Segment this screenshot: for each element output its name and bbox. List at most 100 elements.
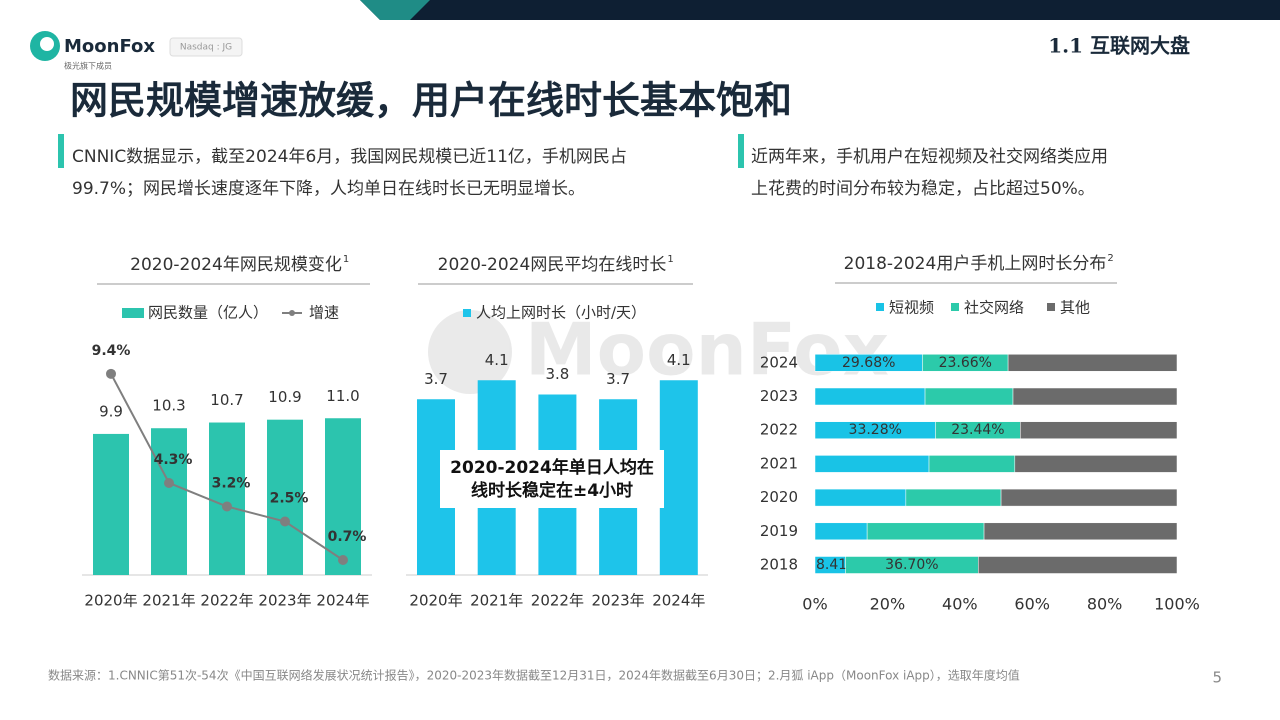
bar-segment bbox=[866, 522, 985, 541]
footer-source: 数据来源：1.CNNIC第51次-54次《中国互联网络发展状况统计报告》，202… bbox=[48, 668, 1020, 683]
segment-label: 29.68% bbox=[842, 355, 895, 371]
bullet-bar bbox=[738, 134, 744, 168]
y-tick-label: 2022 bbox=[760, 421, 798, 439]
legend-label: 网民数量（亿人） bbox=[148, 304, 268, 322]
bar-segment bbox=[905, 488, 1002, 507]
bar-segment bbox=[1012, 387, 1178, 406]
growth-label: 4.3% bbox=[154, 452, 193, 468]
bar-segment bbox=[814, 387, 926, 406]
bar-segment bbox=[928, 455, 1016, 473]
x-tick-label: 2024年 bbox=[652, 592, 705, 610]
logo-text: MoonFox bbox=[64, 36, 155, 57]
bar-segment bbox=[1000, 488, 1178, 507]
page-number: 5 bbox=[1212, 669, 1222, 687]
x-tick-label: 2021年 bbox=[470, 592, 523, 610]
bar bbox=[659, 380, 698, 575]
legend-swatch bbox=[951, 303, 959, 311]
bar-segment bbox=[1007, 354, 1178, 372]
segment-label: 36.70% bbox=[885, 557, 938, 573]
bullet-line: 近两年来，手机用户在短视频及社交网络类应用 bbox=[751, 147, 1108, 167]
legend-label: 社交网络 bbox=[964, 299, 1024, 317]
growth-point bbox=[222, 501, 232, 512]
x-tick-label: 2022年 bbox=[200, 592, 253, 610]
bar-segment bbox=[1014, 455, 1178, 473]
x-tick-label: 2023年 bbox=[592, 592, 645, 610]
x-tick-label: 2024年 bbox=[316, 592, 369, 610]
x-tick-label: 2023年 bbox=[258, 592, 311, 610]
legend-label: 人均上网时长（小时/天） bbox=[476, 304, 646, 322]
x-tick-label: 0% bbox=[802, 595, 827, 614]
growth-point bbox=[280, 516, 290, 527]
bar-label: 10.3 bbox=[152, 397, 185, 415]
chart-title-note: 1 bbox=[667, 254, 673, 265]
y-tick-label: 2024 bbox=[760, 353, 798, 371]
bullet-bar bbox=[58, 134, 64, 168]
bar-segment bbox=[814, 488, 907, 507]
bullet-line: 上花费的时间分布较为稳定，占比超过50%。 bbox=[751, 179, 1095, 199]
chart-title-note: 2 bbox=[1107, 253, 1113, 264]
growth-label: 9.4% bbox=[92, 343, 131, 359]
bar-label: 3.7 bbox=[606, 370, 630, 388]
top-band-accent bbox=[360, 0, 430, 20]
bar-label: 10.7 bbox=[210, 391, 243, 409]
bar-segment bbox=[814, 522, 868, 541]
growth-point bbox=[338, 555, 348, 566]
legend-label: 增速 bbox=[309, 304, 339, 322]
legend-label: 短视频 bbox=[889, 299, 934, 317]
watermark: MoonFox bbox=[525, 308, 889, 392]
bullet-line: 99.7%；网民增长速度逐年下降，人均单日在线时长已无明显增长。 bbox=[72, 179, 585, 199]
y-tick-label: 2020 bbox=[760, 488, 798, 506]
bar-label: 4.1 bbox=[667, 351, 691, 369]
x-tick-label: 2022年 bbox=[531, 592, 584, 610]
page-title: 网民规模增速放缓，用户在线时长基本饱和 bbox=[70, 79, 792, 123]
legend-swatch bbox=[876, 303, 884, 311]
x-tick-label: 40% bbox=[942, 595, 978, 614]
watermark-icon bbox=[428, 310, 512, 394]
top-band bbox=[360, 0, 1280, 20]
ticker: Nasdaq : JG bbox=[180, 43, 232, 53]
bar-segment bbox=[983, 522, 1178, 541]
y-tick-label: 2018 bbox=[760, 556, 798, 574]
bar-label: 11.0 bbox=[326, 387, 359, 405]
growth-label: 0.7% bbox=[328, 529, 367, 545]
bar bbox=[151, 428, 187, 575]
bar bbox=[325, 418, 361, 575]
bullet-line: CNNIC数据显示，截至2024年6月，我国网民规模已近11亿，手机网民占 bbox=[72, 147, 627, 167]
bar-label: 3.7 bbox=[424, 370, 448, 388]
chart-title-note: 1 bbox=[343, 254, 349, 265]
chart-title: 2018-2024用户手机上网时长分布 bbox=[844, 254, 1107, 274]
bar-label: 10.9 bbox=[268, 388, 301, 406]
bar-label: 4.1 bbox=[485, 351, 509, 369]
annotation: 线时长稳定在±4小时 bbox=[471, 480, 633, 501]
bar-segment bbox=[1020, 421, 1178, 439]
bar-label: 3.8 bbox=[545, 365, 569, 383]
x-tick-label: 2020年 bbox=[84, 592, 137, 610]
bar-segment bbox=[978, 556, 1178, 574]
legend-swatch bbox=[1047, 303, 1055, 311]
bar bbox=[267, 419, 303, 575]
legend-marker bbox=[289, 310, 295, 316]
growth-point bbox=[106, 368, 116, 379]
legend-swatch bbox=[463, 309, 471, 317]
watermark-group: MoonFox bbox=[428, 308, 889, 394]
chart-title: 2020-2024网民平均在线时长 bbox=[438, 255, 667, 275]
x-tick-label: 2021年 bbox=[142, 592, 195, 610]
y-tick-label: 2021 bbox=[760, 454, 798, 472]
annotation: 2020-2024年单日人均在 bbox=[450, 457, 654, 478]
x-tick-label: 100% bbox=[1154, 595, 1200, 614]
legend-swatch bbox=[122, 308, 144, 318]
segment-label: 33.28% bbox=[849, 422, 902, 438]
bar bbox=[93, 433, 129, 575]
growth-label: 3.2% bbox=[212, 476, 251, 492]
bar bbox=[209, 422, 245, 575]
legend-label: 其他 bbox=[1060, 299, 1090, 317]
bar-segment bbox=[814, 455, 930, 473]
y-tick-label: 2023 bbox=[760, 387, 798, 405]
annotation-box bbox=[440, 450, 664, 508]
section-label: 1.1 互联网大盘 bbox=[1048, 34, 1190, 58]
x-tick-label: 60% bbox=[1014, 595, 1050, 614]
bar-segment bbox=[924, 387, 1014, 406]
growth-label: 2.5% bbox=[270, 491, 309, 507]
chart-title: 2020-2024年网民规模变化 bbox=[130, 255, 342, 275]
